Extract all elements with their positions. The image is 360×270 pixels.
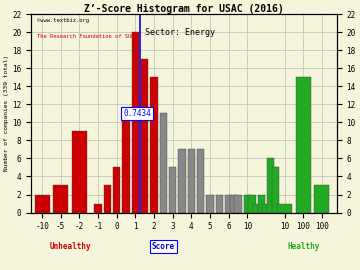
Bar	[248, 194, 256, 212]
Bar	[188, 149, 195, 212]
Bar	[230, 194, 237, 212]
Bar	[225, 194, 233, 212]
Bar	[94, 204, 102, 212]
Title: Z’-Score Histogram for USAC (2016): Z’-Score Histogram for USAC (2016)	[84, 4, 284, 14]
Bar	[169, 167, 176, 212]
Text: Unhealthy: Unhealthy	[49, 242, 91, 251]
Bar	[113, 167, 121, 212]
Bar	[104, 185, 111, 212]
Text: Sector: Energy: Sector: Energy	[145, 28, 215, 37]
Bar	[150, 77, 158, 212]
Bar	[253, 204, 260, 212]
Bar	[244, 194, 251, 212]
Bar	[197, 149, 204, 212]
Bar	[72, 131, 87, 212]
Bar	[267, 158, 274, 212]
Bar	[271, 167, 279, 212]
Bar	[296, 77, 311, 212]
Bar	[262, 204, 270, 212]
Bar	[277, 204, 292, 212]
Bar	[141, 59, 148, 212]
Bar	[206, 194, 214, 212]
Text: The Research Foundation of SUNY: The Research Foundation of SUNY	[37, 34, 138, 39]
Bar	[159, 113, 167, 212]
Bar	[178, 149, 186, 212]
Bar	[315, 185, 329, 212]
Text: Healthy: Healthy	[287, 242, 319, 251]
Text: ©www.textbiz.org: ©www.textbiz.org	[37, 18, 89, 23]
Bar	[234, 194, 242, 212]
Bar	[35, 194, 50, 212]
Bar	[257, 194, 265, 212]
Y-axis label: Number of companies (339 total): Number of companies (339 total)	[4, 55, 9, 171]
Bar	[53, 185, 68, 212]
Bar	[122, 113, 130, 212]
Text: Score: Score	[152, 242, 175, 251]
Text: 0.7434: 0.7434	[123, 109, 151, 118]
Bar	[132, 32, 139, 212]
Bar	[216, 194, 223, 212]
